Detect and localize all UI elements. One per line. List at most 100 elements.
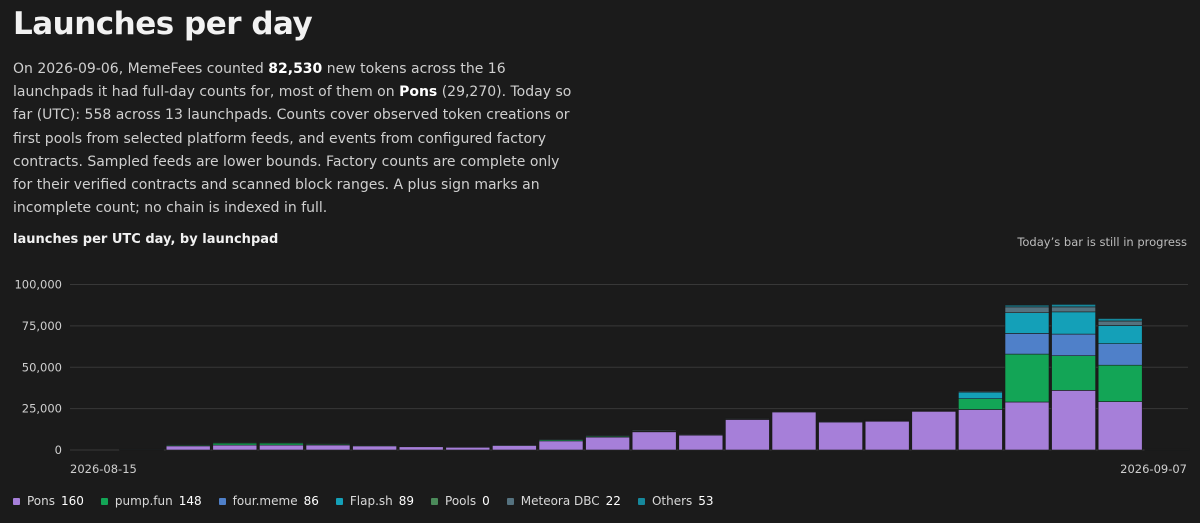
legend-count: 0 (482, 494, 490, 508)
legend-swatch (506, 497, 514, 505)
y-tick-label: 25,000 (22, 402, 62, 416)
legend-item[interactable]: Flap.sh 89 (335, 494, 415, 508)
legend-swatch (637, 497, 645, 505)
legend-count: 53 (698, 494, 714, 508)
page-title: Launches per day (13, 6, 313, 42)
legend-label: Pons (27, 494, 56, 508)
bar-segment[interactable] (1097, 325, 1143, 345)
legend-label: Pools (445, 494, 477, 508)
bar-segment[interactable] (538, 440, 584, 451)
bar-segment[interactable] (212, 444, 258, 451)
legend-swatch (431, 497, 439, 505)
legend-item[interactable]: Others 53 (637, 494, 714, 508)
bar-segment[interactable] (305, 444, 351, 451)
bar-segment[interactable] (958, 390, 1003, 392)
bar-segment[interactable] (212, 442, 258, 446)
bar-segment[interactable] (259, 442, 304, 446)
legend-label: Others (651, 494, 693, 508)
bar-segment[interactable] (1004, 353, 1050, 403)
intro-text-3: (29,270). Today so far (UTC): 558 across… (13, 84, 572, 217)
bar-segment[interactable] (212, 441, 258, 443)
bar-segment[interactable] (538, 438, 584, 440)
bar-segment[interactable] (771, 410, 817, 412)
bar-segment[interactable] (1004, 306, 1050, 314)
chart-progress-note: Today’s bar is still in progress (1017, 235, 1187, 249)
bar-segment[interactable] (911, 410, 957, 451)
bar-segment[interactable] (259, 441, 304, 443)
bar-segment[interactable] (585, 434, 630, 436)
bar-segment[interactable] (165, 445, 211, 451)
bar-segment[interactable] (119, 448, 164, 450)
bar-segment[interactable] (725, 417, 770, 419)
launches-chart: 0 25,000 50,000 75,000 100,000 2026-08-15 2026… (14, 278, 1190, 476)
intro-text-1: On 2026-09-06, MemeFees counted (13, 61, 269, 77)
legend-item[interactable]: Pons 160 (13, 494, 84, 508)
intro-top-launchpad: Pons (399, 84, 438, 101)
bar-segment[interactable] (1051, 390, 1096, 451)
bar-segment[interactable] (1051, 311, 1096, 335)
bar-segment[interactable] (725, 419, 770, 451)
chart-legend: Pons 160 pump.fun 148 four.meme 86 Flap.sh 89 Po… (13, 494, 731, 508)
bar-segment[interactable] (678, 433, 724, 435)
bar-segment[interactable] (352, 445, 397, 451)
legend-label: Meteora DBC (520, 494, 600, 508)
bar-segment[interactable] (1051, 306, 1096, 313)
bar-segment[interactable] (352, 443, 397, 446)
bar-segment[interactable] (958, 391, 1003, 400)
y-tick-label: 75,000 (22, 319, 62, 333)
bar-segment[interactable] (1097, 364, 1143, 402)
bar-segment[interactable] (1051, 355, 1096, 391)
legend-count: 148 (178, 494, 202, 508)
legend-item[interactable]: four.meme 86 (218, 494, 319, 508)
bar-segment[interactable] (958, 398, 1003, 410)
bar-segment[interactable] (678, 434, 724, 451)
bar-segment[interactable] (818, 421, 863, 451)
legend-label: Flap.sh (349, 494, 393, 508)
legend-count: 22 (605, 494, 621, 508)
y-tick-label: 50,000 (22, 360, 62, 374)
bar-segment[interactable] (1097, 401, 1143, 451)
bar-segment[interactable] (1051, 333, 1096, 356)
bar-segment[interactable] (165, 443, 211, 445)
bar-segment[interactable] (1097, 343, 1143, 366)
bar-segment[interactable] (492, 445, 537, 451)
bar-segment[interactable] (259, 444, 304, 451)
bar-segment[interactable] (864, 420, 910, 451)
bar-segment[interactable] (958, 409, 1003, 451)
bar-segment[interactable] (445, 445, 491, 447)
bar-segment[interactable] (631, 429, 677, 431)
legend-count: 86 (303, 494, 319, 508)
legend-label: pump.fun (114, 494, 173, 508)
bar-segment[interactable] (631, 431, 677, 451)
bar-segment[interactable] (771, 411, 817, 451)
bar-segment[interactable] (1097, 320, 1143, 326)
legend-item[interactable]: Meteora DBC 22 (506, 494, 621, 508)
bar-segment[interactable] (1004, 312, 1050, 334)
bar-segment[interactable] (1144, 448, 1190, 451)
legend-swatch (13, 497, 20, 505)
legend-count: 89 (398, 494, 415, 508)
bar-segment[interactable] (911, 409, 957, 411)
bar-segment[interactable] (585, 436, 630, 451)
bar-segment[interactable] (1004, 401, 1050, 451)
bar-segment[interactable] (398, 445, 444, 447)
bar-segment[interactable] (1097, 318, 1143, 322)
x-tick-label: 2026-09-07 (1120, 462, 1187, 476)
bar-segment[interactable] (305, 442, 351, 444)
legend-count: 160 (61, 494, 84, 508)
bar-segment[interactable] (398, 446, 444, 451)
intro-text-2: new tokens across the 16 launchpads it h… (13, 61, 506, 101)
bar-segment[interactable] (864, 419, 910, 421)
legend-item[interactable]: Pools 0 (431, 494, 490, 508)
x-tick-label: 2026-08-15 (70, 462, 137, 476)
intro-total: 82,530 (268, 61, 323, 77)
bar-segment[interactable] (1051, 304, 1096, 308)
bar-segment[interactable] (1004, 304, 1050, 308)
bar-segment[interactable] (818, 420, 863, 422)
y-tick-label: 0 (55, 443, 62, 457)
bar-segment[interactable] (492, 443, 537, 445)
legend-item[interactable]: pump.fun 148 (100, 494, 202, 508)
legend-swatch (218, 497, 226, 505)
chart-heading: launches per UTC day, by launchpad (13, 232, 279, 247)
bar-segment[interactable] (1004, 333, 1050, 355)
